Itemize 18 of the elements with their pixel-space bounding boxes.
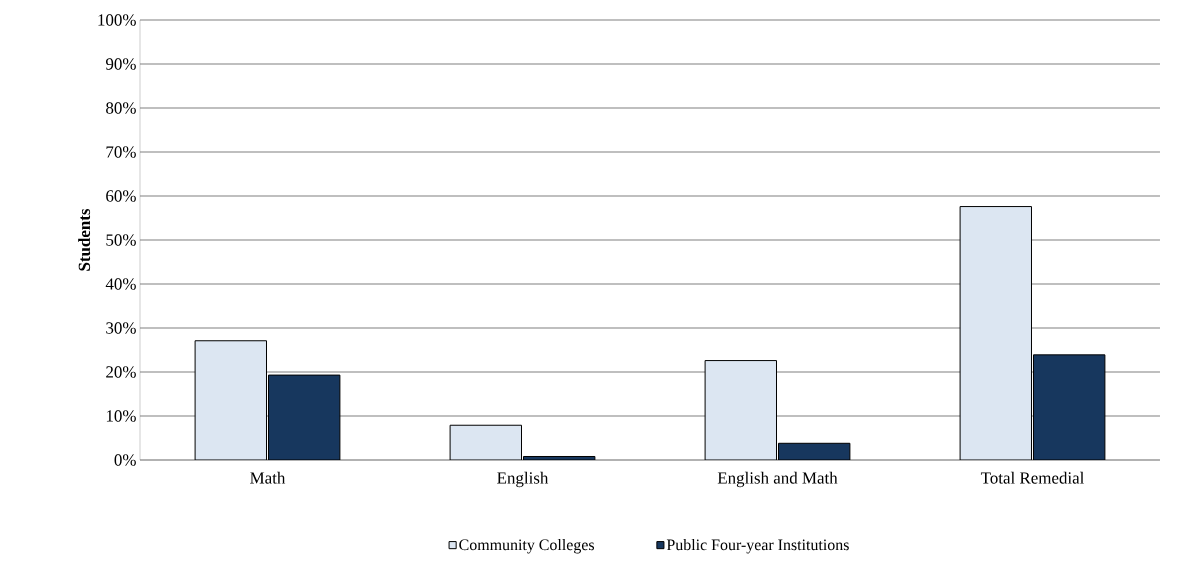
x-tick-label: Math [250,471,286,484]
y-tick-label: 90% [105,58,136,70]
y-axis-title: Students [78,208,91,271]
legend-label: Public Four-year Institutions [666,538,849,554]
y-tick-label: 20% [106,366,136,378]
y-tick-label: 0% [114,454,136,466]
y-tick-label: 80% [106,102,136,114]
y-tick-label: 100% [98,14,136,26]
y-tick-label: 50% [106,234,136,246]
y-tick-label: 10% [106,410,136,422]
x-tick-label: Total Remedial [980,471,1085,484]
y-tick-label: 30% [106,322,136,334]
x-tick-label: English [497,471,549,488]
y-tick-label: 70% [106,146,136,158]
y-tick-label: 40% [105,278,136,290]
x-tick-label: English and Math [717,471,838,488]
y-tick-label: 60% [106,190,136,202]
legend-label: Community Colleges [459,538,595,554]
